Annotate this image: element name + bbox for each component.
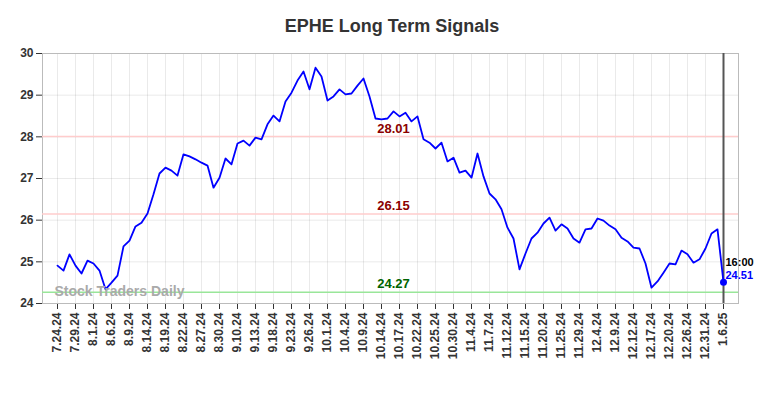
svg-text:12.17.24: 12.17.24 [644, 312, 658, 359]
svg-text:1.6.25: 1.6.25 [716, 312, 730, 346]
svg-text:11.29.24: 11.29.24 [572, 312, 586, 358]
svg-text:10.14.24: 10.14.24 [374, 312, 388, 359]
svg-text:24.51: 24.51 [726, 269, 754, 281]
svg-text:28: 28 [20, 130, 34, 144]
svg-text:29: 29 [20, 88, 34, 102]
svg-text:11.12.24: 11.12.24 [500, 312, 514, 358]
svg-text:24: 24 [20, 296, 34, 310]
svg-text:8.9.24: 8.9.24 [122, 312, 136, 346]
svg-text:26: 26 [20, 213, 34, 227]
svg-text:27: 27 [20, 171, 34, 185]
svg-text:11.15.24: 11.15.24 [518, 312, 532, 358]
svg-text:8.27.24: 8.27.24 [194, 312, 208, 352]
svg-text:8.14.24: 8.14.24 [140, 312, 154, 352]
svg-text:8.22.24: 8.22.24 [176, 312, 190, 352]
svg-text:12.9.24: 12.9.24 [608, 312, 622, 352]
svg-text:10.4.24: 10.4.24 [338, 312, 352, 352]
svg-text:7.29.24: 7.29.24 [68, 312, 82, 352]
svg-text:10.22.24: 10.22.24 [410, 312, 424, 359]
svg-text:24.27: 24.27 [377, 276, 410, 291]
svg-text:8.1.24: 8.1.24 [86, 312, 100, 346]
html-text:EPHE Long Term Signals: EPHE Long Term Signals [284, 16, 500, 36]
svg-text:8.6.24: 8.6.24 [104, 312, 118, 346]
svg-text:11.4.24: 11.4.24 [464, 312, 478, 352]
svg-text:10.9.24: 10.9.24 [356, 312, 370, 352]
svg-text:11.20.24: 11.20.24 [536, 312, 550, 358]
svg-text:12.12.24: 12.12.24 [626, 312, 640, 359]
svg-text:9.23.24: 9.23.24 [284, 312, 298, 352]
svg-text:Stock Traders Daily: Stock Traders Daily [55, 283, 185, 299]
svg-text:10.30.24: 10.30.24 [446, 312, 460, 359]
svg-text:11.7.24: 11.7.24 [482, 312, 496, 352]
svg-text:8.30.24: 8.30.24 [212, 312, 226, 352]
svg-text:7.24.24: 7.24.24 [50, 312, 64, 352]
svg-text:12.26.24: 12.26.24 [680, 312, 694, 359]
svg-text:12.20.24: 12.20.24 [662, 312, 676, 359]
svg-text:9.10.24: 9.10.24 [230, 312, 244, 352]
svg-text:11.25.24: 11.25.24 [554, 312, 568, 358]
svg-text:12.31.24: 12.31.24 [698, 312, 712, 359]
svg-text:12.4.24: 12.4.24 [590, 312, 604, 352]
svg-text:8.19.24: 8.19.24 [158, 312, 172, 352]
svg-text:28.01: 28.01 [377, 121, 410, 136]
svg-text:10.25.24: 10.25.24 [428, 312, 442, 359]
svg-text:26.15: 26.15 [377, 198, 410, 213]
svg-text:9.26.24: 9.26.24 [302, 312, 316, 352]
svg-text:9.13.24: 9.13.24 [248, 312, 262, 352]
svg-text:16:00: 16:00 [726, 256, 754, 268]
svg-text:10.1.24: 10.1.24 [320, 312, 334, 352]
svg-text:9.18.24: 9.18.24 [266, 312, 280, 352]
svg-text:25: 25 [20, 255, 34, 269]
svg-text:10.17.24: 10.17.24 [392, 312, 406, 359]
svg-text:30: 30 [20, 46, 34, 60]
